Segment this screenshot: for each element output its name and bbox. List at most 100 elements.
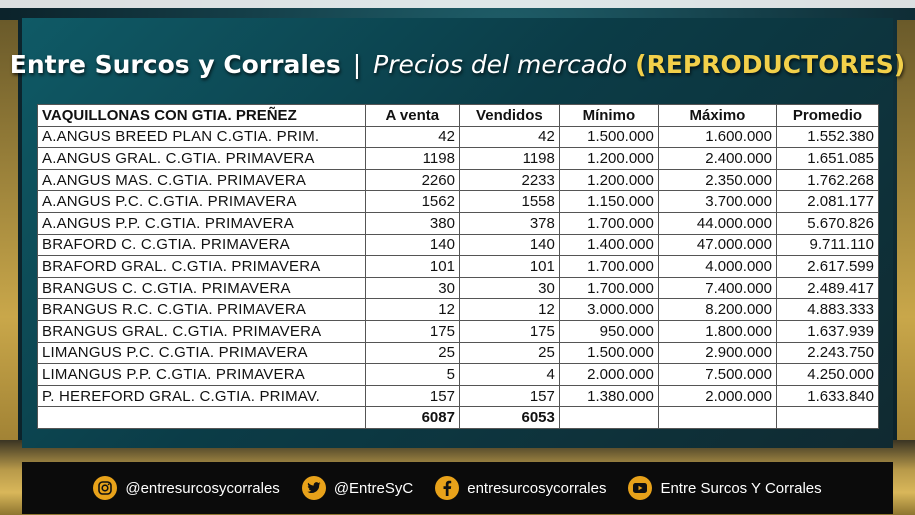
row-value: 101 — [458, 255, 560, 278]
header-vendidos: Vendidos — [458, 104, 560, 127]
row-value: 1.700.000 — [558, 276, 659, 300]
row-value: 1.762.268 — [775, 168, 880, 192]
row-category: A.ANGUS P.P. C.GTIA. PRIMAVERA — [37, 211, 366, 235]
header-maximo: Máximo — [657, 104, 777, 127]
row-value: 25 — [458, 341, 560, 365]
row-value: 4.000.000 — [657, 255, 777, 278]
row-value: 44.000.000 — [657, 211, 777, 235]
row-value: 950.000 — [558, 319, 659, 343]
youtube-link[interactable]: Entre Surcos Y Corrales — [628, 476, 822, 500]
row-value: 1.150.000 — [558, 190, 659, 213]
total-cell — [558, 406, 659, 429]
total-cell — [775, 406, 880, 429]
row-value: 2.617.599 — [775, 255, 880, 278]
row-value: 1.700.000 — [558, 255, 659, 278]
row-value: 2233 — [458, 168, 560, 192]
row-value: 2.900.000 — [657, 341, 777, 365]
row-value: 8.200.000 — [657, 298, 777, 321]
row-value: 2.489.417 — [775, 276, 880, 300]
row-value: 2.081.177 — [775, 190, 880, 213]
row-value: 3.700.000 — [657, 190, 777, 213]
row-value: 1.633.840 — [775, 384, 880, 408]
row-value: 157 — [364, 384, 460, 408]
row-category: A.ANGUS P.C. C.GTIA. PRIMAVERA — [37, 190, 366, 213]
header-minimo: Mínimo — [558, 104, 659, 127]
facebook-link[interactable]: entresurcosycorrales — [435, 476, 606, 500]
page-title: Entre Surcos y Corrales | Precios del me… — [0, 50, 915, 79]
table-row: LIMANGUS P.C. C.GTIA. PRIMAVERA 25 25 1.500… — [37, 341, 880, 365]
row-value: 1562 — [364, 190, 460, 213]
row-value: 140 — [364, 233, 460, 257]
youtube-icon — [628, 476, 653, 500]
row-value: 2260 — [364, 168, 460, 192]
header-a-venta: A venta — [364, 104, 460, 127]
instagram-icon — [93, 476, 118, 500]
facebook-handle: entresurcosycorrales — [467, 479, 607, 497]
row-category: A.ANGUS BREED PLAN C.GTIA. PRIM. — [37, 125, 366, 149]
row-value: 4.250.000 — [775, 363, 880, 386]
table-row: BRAFORD GRAL. C.GTIA. PRIMAVERA 101 101 1.7… — [37, 255, 880, 278]
table-row: A.ANGUS GRAL. C.GTIA. PRIMAVERA 1198 1198 1… — [37, 147, 880, 170]
row-value: 42 — [364, 125, 460, 149]
row-value: 2.243.750 — [775, 341, 880, 365]
header-category: VAQUILLONAS CON GTIA. PREÑEZ — [37, 104, 366, 127]
row-category: P. HEREFORD GRAL. C.GTIA. PRIMAV. — [37, 384, 366, 408]
row-value: 7.400.000 — [657, 276, 777, 300]
header-promedio: Promedio — [775, 104, 880, 127]
row-value: 1198 — [364, 147, 460, 170]
row-value: 1.200.000 — [558, 147, 659, 170]
row-category: A.ANGUS MAS. C.GTIA. PRIMAVERA — [37, 168, 366, 192]
total-cell — [657, 406, 777, 429]
row-category: A.ANGUS GRAL. C.GTIA. PRIMAVERA — [37, 147, 366, 170]
row-value: 101 — [364, 255, 460, 278]
row-value: 3.000.000 — [558, 298, 659, 321]
total-cell: 6053 — [458, 406, 560, 429]
row-value: 140 — [458, 233, 560, 257]
youtube-channel: Entre Surcos Y Corrales — [660, 479, 822, 497]
row-value: 1198 — [458, 147, 560, 170]
row-value: 42 — [458, 125, 560, 149]
title-brand: Entre Surcos y Corrales — [9, 50, 341, 79]
row-value: 4.883.333 — [775, 298, 880, 321]
row-category: LIMANGUS P.C. C.GTIA. PRIMAVERA — [37, 341, 366, 365]
gold-border-right — [897, 20, 915, 515]
row-value: 5 — [364, 363, 460, 386]
row-value: 1.500.000 — [558, 125, 659, 149]
row-value: 175 — [458, 319, 560, 343]
total-cell: 6087 — [364, 406, 460, 429]
row-value: 1.200.000 — [558, 168, 659, 192]
row-value: 12 — [364, 298, 460, 321]
row-value: 1.600.000 — [657, 125, 777, 149]
title-subtitle: Precios del mercado — [373, 50, 628, 79]
row-value: 30 — [364, 276, 460, 300]
totals-row: 6087 6053 — [37, 406, 880, 429]
row-value: 4 — [458, 363, 560, 386]
table-row: A.ANGUS P.C. C.GTIA. PRIMAVERA 1562 1558 1.… — [37, 190, 880, 213]
gold-border-left — [0, 20, 18, 515]
row-value: 1.380.000 — [558, 384, 659, 408]
row-value: 1.700.000 — [558, 211, 659, 235]
row-value: 175 — [364, 319, 460, 343]
table-row: A.ANGUS MAS. C.GTIA. PRIMAVERA 2260 2233 1.… — [37, 168, 880, 192]
title-accent: (REPRODUCTORES) — [635, 50, 906, 79]
table-header-row: VAQUILLONAS CON GTIA. PREÑEZ A venta Ven… — [37, 104, 880, 127]
instagram-link[interactable]: @entresurcosycorrales — [93, 476, 280, 500]
row-value: 1.500.000 — [558, 341, 659, 365]
row-value: 157 — [458, 384, 560, 408]
row-value: 7.500.000 — [657, 363, 777, 386]
total-cell — [37, 406, 366, 429]
row-value: 9.711.110 — [775, 233, 880, 257]
price-table: VAQUILLONAS CON GTIA. PREÑEZ A venta Ven… — [37, 104, 880, 429]
row-value: 1.400.000 — [558, 233, 659, 257]
facebook-icon — [435, 476, 460, 500]
row-value: 5.670.826 — [775, 211, 880, 235]
row-value: 47.000.000 — [657, 233, 777, 257]
title-separator: | — [352, 50, 362, 79]
row-category: BRANGUS R.C. C.GTIA. PRIMAVERA — [37, 298, 366, 321]
row-category: BRANGUS GRAL. C.GTIA. PRIMAVERA — [37, 319, 366, 343]
social-footer: @entresurcosycorrales @EntreSyC entresur… — [22, 462, 893, 514]
twitter-link[interactable]: @EntreSyC — [301, 476, 413, 500]
row-value: 2.350.000 — [657, 168, 777, 192]
row-category: BRANGUS C. C.GTIA. PRIMAVERA — [37, 276, 366, 300]
row-value: 2.400.000 — [657, 147, 777, 170]
